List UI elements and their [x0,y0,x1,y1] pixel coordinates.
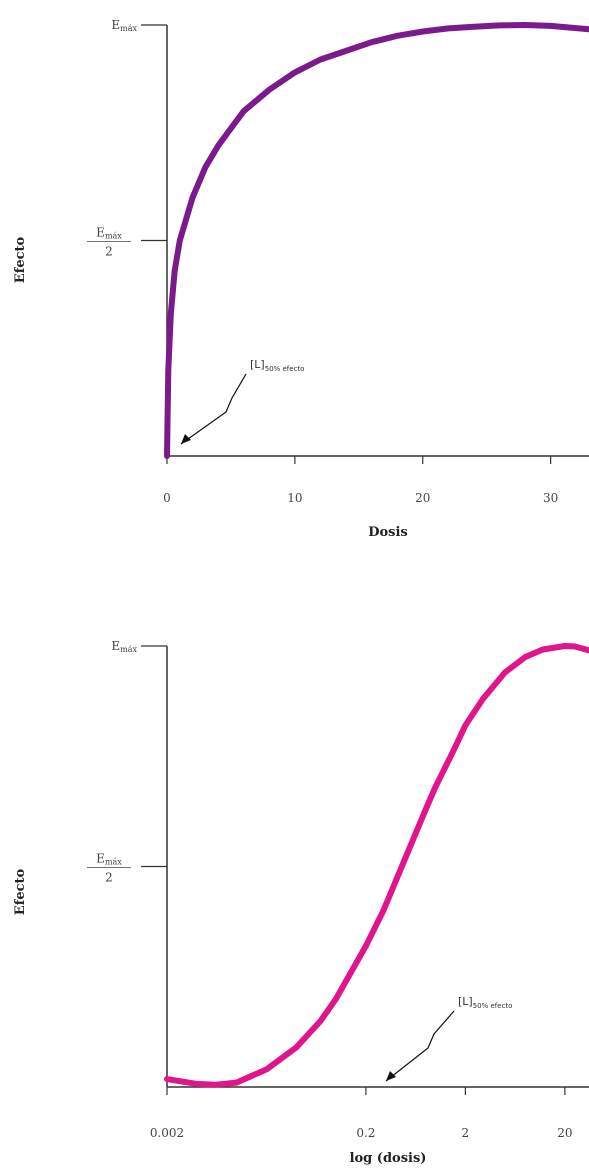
annotation-arrowhead [386,1071,396,1081]
x-tick-label: 0.2 [356,1126,375,1140]
y-tick-label: Emáx 2 [87,226,131,259]
annotation-label: [L]50% efecto [458,995,512,1010]
chart-panel-1: 0 10 20 30 Emáx Emáx 2 Efecto Dosis [L]50% efecto [13,18,589,540]
series-curve [164,22,589,459]
x-tick-label: 0 [163,491,171,505]
y-tick-numerator: Emáx [96,852,122,867]
x-axis-label: Dosis [368,525,408,540]
y-tick-denominator: 2 [105,871,113,885]
y-tick-text: Emáx [111,18,137,33]
x-tick-label: 0.002 [150,1126,184,1140]
y-tick-numerator: Emáx [96,226,122,241]
y-tick-text: Emáx [111,639,137,654]
annotation-label: [L]50% efecto [250,358,304,373]
x-tick-label: 2 [462,1126,470,1140]
annotation-arrow [385,1010,455,1082]
series-curve [164,643,589,1088]
y-axis-label: Efecto [13,868,28,915]
x-tick-label: 20 [557,1126,572,1140]
annotation-arrowhead [181,434,191,444]
y-tick-label: Emáx [111,639,137,654]
y-tick-label: Emáx [111,18,137,33]
annotation-arrow [180,373,247,445]
y-tick-denominator: 2 [105,245,113,259]
x-tick-label: 10 [287,491,302,505]
y-axis-label: Efecto [13,236,28,283]
chart-panel-2: 0.002 0.2 2 20 Emáx Emáx 2 Efecto log (dosis) [L]… [13,639,589,1166]
x-tick-label: 30 [543,491,558,505]
x-tick-label: 20 [415,491,430,505]
x-axis-label: log (dosis) [350,1151,427,1166]
y-tick-label: Emáx 2 [87,852,131,885]
